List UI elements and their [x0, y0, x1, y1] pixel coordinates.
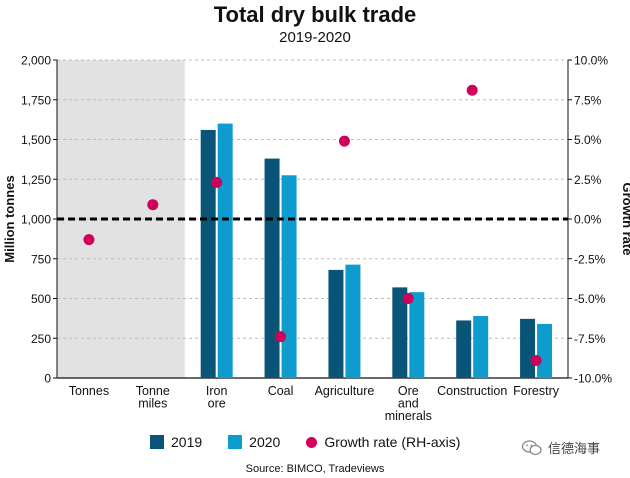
- legend-label-growth: Growth rate (RH-axis): [324, 434, 461, 450]
- watermark-text: 信德海事: [548, 441, 601, 456]
- y-tick-label: 0: [44, 372, 51, 386]
- growth-point: [338, 135, 350, 147]
- y2-tick-label: -7.5%: [574, 332, 606, 346]
- legend-dot-growth: [306, 436, 318, 448]
- y2-tick-label: -5.0%: [574, 292, 606, 306]
- y2-tick-label: 10.0%: [574, 54, 608, 68]
- wechat-icon: [522, 439, 542, 455]
- x-category-label: and: [398, 397, 419, 411]
- y-axis-title: Million tonnes: [2, 175, 17, 262]
- y-tick-label: 750: [31, 252, 51, 266]
- bar-2019: [520, 318, 536, 378]
- y-tick-label: 1,750: [21, 93, 51, 107]
- growth-point: [530, 355, 542, 367]
- y2-tick-label: -10.0%: [574, 372, 612, 386]
- x-category-label: Iron: [206, 384, 228, 398]
- x-category-label: ore: [208, 397, 226, 411]
- x-category-label: Construction: [437, 384, 507, 398]
- growth-point: [402, 293, 414, 304]
- bar-2019: [264, 158, 280, 378]
- y2-axis-title: Growth rate: [620, 183, 630, 256]
- x-category-label: Tonne: [136, 384, 170, 398]
- bar-2020: [537, 323, 553, 378]
- legend-item-2019: 2019: [150, 434, 202, 450]
- growth-point: [466, 84, 478, 96]
- y-tick-label: 1,000: [21, 213, 51, 227]
- source-note: Source: BIMCO, Tradeviews: [245, 463, 385, 475]
- bar-2019: [200, 129, 216, 378]
- bar-2020: [345, 264, 361, 378]
- growth-point: [83, 234, 95, 246]
- legend-item-growth: Growth rate (RH-axis): [306, 434, 460, 450]
- legend-item-2020: 2020: [228, 434, 280, 450]
- y-tick-label: 1,500: [21, 133, 51, 147]
- bar-2019: [328, 269, 344, 378]
- x-category-label: Ore: [398, 384, 419, 398]
- bar-2019: [392, 287, 408, 378]
- watermark: 信德海事: [522, 438, 600, 457]
- legend-label-2020: 2020: [249, 434, 281, 450]
- bar-2020: [281, 175, 297, 378]
- legend-swatch-2020: [228, 435, 243, 449]
- y-tick-label: 250: [31, 332, 51, 346]
- x-category-label: Forestry: [513, 384, 560, 398]
- x-category-label: miles: [138, 397, 167, 411]
- bar-2020: [217, 123, 233, 378]
- growth-point: [275, 331, 287, 343]
- bar-2019: [456, 320, 472, 378]
- chart-subtitle: 2019-2020: [279, 29, 351, 46]
- growth-point: [211, 176, 223, 188]
- x-category-label: Coal: [268, 384, 294, 398]
- x-category-label: Tonnes: [69, 384, 109, 398]
- x-category-label: minerals: [385, 409, 432, 423]
- bar-2020: [473, 315, 489, 378]
- y2-tick-label: 7.5%: [574, 93, 602, 107]
- y2-tick-label: 5.0%: [574, 133, 602, 147]
- y-tick-label: 1,250: [21, 173, 51, 187]
- y-tick-label: 2,000: [21, 54, 51, 68]
- legend-label-2019: 2019: [171, 434, 203, 450]
- y-tick-label: 500: [31, 292, 51, 306]
- y2-tick-label: -2.5%: [574, 252, 606, 266]
- bar-2020: [409, 292, 425, 378]
- chart-title: Total dry bulk trade: [213, 2, 417, 27]
- x-category-label: Agriculture: [315, 384, 375, 398]
- growth-point: [147, 199, 159, 211]
- y2-tick-label: 2.5%: [574, 173, 602, 187]
- legend-swatch-2019: [150, 435, 164, 449]
- y2-tick-label: 0.0%: [574, 213, 602, 227]
- shaded-region: [57, 60, 185, 378]
- legend: 2019 2020 Growth rate (RH-axis): [150, 434, 486, 450]
